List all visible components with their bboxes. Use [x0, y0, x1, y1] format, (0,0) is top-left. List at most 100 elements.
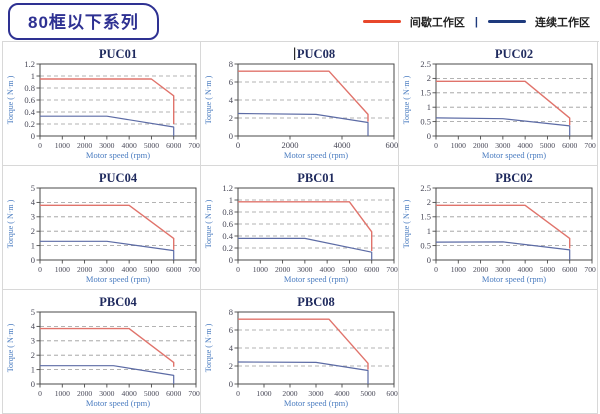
chart-puc01: PUC01 0 0.2 0.4 0.6 0.8 1 1.2 0 1000 2000 3000 4000 5…: [6, 47, 200, 160]
x-tick-label: 0: [235, 140, 239, 150]
x-tick-label: 5000: [540, 141, 555, 150]
x-tick-label: 3000: [99, 141, 114, 150]
intermittent-zone-curve: [436, 204, 571, 248]
x-tick-label: 1000: [54, 265, 69, 274]
x-tick-label: 0: [236, 265, 240, 274]
chart-cell-pbc01: PBC01 0 0.2 0.4 0.6 0.8 1 1.2 0 1000 2000 3000 4000 5…: [201, 166, 399, 290]
x-tick-label: 4000: [518, 265, 533, 274]
x-axis-label: Motor speed (rpm): [482, 150, 546, 160]
x-tick-label: 6000: [364, 265, 379, 274]
x-axis-label: Motor speed (rpm): [482, 274, 546, 284]
continuous-zone-curve: [435, 116, 571, 136]
continuous-zone-curve: [237, 360, 369, 384]
y-tick-label: 1.2: [24, 58, 35, 68]
x-tick-label: 0: [38, 141, 42, 150]
chart-pbc04: PBC04 0 1 2 3 4 5 0 1000 2000 3000 4000 5000 6000 7000…: [6, 295, 200, 408]
x-tick-label: 3000: [99, 265, 114, 274]
chart-cell-pbc04: PBC04 0 1 2 3 4 5 0 1000 2000 3000 4000 5000 6000 7000…: [3, 290, 201, 414]
text-cursor-artifact: [293, 47, 295, 60]
y-axis-label: Torque ( N·m ): [204, 199, 213, 248]
x-tick-label: 3000: [99, 389, 114, 398]
x-tick-label: 2000: [76, 389, 91, 398]
y-tick-label: 1: [30, 70, 34, 80]
continuous-zone-curve: [39, 115, 174, 136]
chart-cell-pbc02: PBC02 0 0.5 1 1.5 2 2.5 0 1000 2000 3000 4000 5000 60…: [399, 166, 598, 290]
x-axis-label: Motor speed (rpm): [85, 274, 149, 284]
x-tick-label: 2000: [274, 265, 289, 274]
x-tick-label: 0: [38, 265, 42, 274]
plot-area: [39, 311, 196, 384]
x-tick-label: 5000: [360, 389, 375, 398]
y-tick-label: 0.6: [222, 218, 233, 228]
continuous-zone-curve: [237, 237, 372, 260]
y-tick-label: 3: [30, 335, 34, 345]
x-tick-label: 1000: [256, 389, 271, 398]
plot-area: [435, 63, 593, 136]
continuous-zone-curve: [39, 364, 174, 384]
chart-puc02: PUC02 0 0.5 1 1.5 2 2.5 0 1000 2000 3000 4000 5000 60…: [402, 47, 596, 160]
legend-separator: |: [474, 15, 478, 28]
x-tick-label: 3000: [495, 265, 510, 274]
y-tick-label: 3: [30, 211, 34, 221]
y-tick-label: 0.4: [222, 230, 233, 240]
plot-area: [435, 187, 593, 260]
y-axis-label: Torque ( N·m ): [402, 75, 411, 124]
x-tick-label: 0: [434, 141, 438, 150]
y-tick-label: 2: [30, 350, 34, 360]
y-tick-label: 2.5: [420, 58, 431, 68]
x-tick-label: 2000: [473, 141, 488, 150]
chart-cell-pbc08: PBC08 0 2 4 6 8 0 1000 2000 3000 4000 5000 6000 Motor…: [201, 290, 399, 414]
x-tick-label: 6000: [166, 389, 181, 398]
y-tick-label: 0.2: [24, 118, 35, 128]
continuous-zone-line-swatch: [488, 20, 526, 23]
x-tick-label: 0: [236, 389, 240, 398]
intermittent-zone-curve: [436, 80, 571, 125]
x-axis-label: Motor speed (rpm): [85, 150, 149, 160]
x-tick-label: 3000: [495, 141, 510, 150]
continuous-zone-label: 连续工作区: [535, 16, 590, 29]
y-tick-label: 1.2: [222, 182, 233, 192]
y-tick-label: 2: [228, 360, 232, 370]
x-tick-label: 5000: [143, 141, 158, 150]
x-tick-label: 4000: [319, 265, 334, 274]
series-title-badge: 80框以下系列: [8, 3, 159, 40]
chart-title: PBC04: [99, 295, 137, 309]
x-tick-label: 1000: [252, 265, 267, 274]
x-tick-label: 7000: [584, 141, 596, 150]
y-tick-label: 0: [228, 130, 232, 140]
x-tick-label: 2000: [76, 141, 91, 150]
y-tick-label: 0: [228, 378, 232, 388]
y-tick-label: 8: [228, 306, 232, 316]
y-tick-label: 1: [30, 240, 34, 250]
x-tick-label: 1000: [54, 389, 69, 398]
y-tick-label: 0: [427, 254, 431, 264]
x-tick-label: 3000: [297, 265, 312, 274]
chart-title: PBC01: [297, 171, 335, 185]
x-tick-label: 0: [434, 265, 438, 274]
x-tick-label: 4000: [334, 389, 349, 398]
chart-title: PUC08: [296, 47, 334, 61]
x-tick-label: 7000: [188, 265, 200, 274]
intermittent-zone-line-swatch: [362, 20, 401, 23]
chart-puc08: PUC08 0 2 4 6 8 0 2000 4000 6000 Motor speed (rpm)…: [204, 47, 398, 160]
y-tick-label: 6: [228, 76, 232, 86]
y-axis-label: Torque ( N·m ): [402, 199, 411, 248]
y-tick-label: 5: [30, 182, 34, 192]
x-tick-label: 2000: [76, 265, 91, 274]
y-tick-label: 0.8: [24, 82, 35, 92]
y-tick-label: 1: [30, 364, 34, 374]
x-tick-label: 0: [38, 389, 42, 398]
y-tick-label: 0.8: [222, 206, 233, 216]
chart-title: PUC04: [98, 171, 137, 185]
chart-title: PUC01: [98, 47, 136, 61]
plot-area: [39, 187, 196, 260]
x-tick-label: 6000: [166, 141, 181, 150]
x-tick-label: 3000: [308, 389, 323, 398]
y-tick-label: 1.5: [420, 211, 431, 221]
y-tick-label: 4: [30, 197, 35, 207]
chart-title: PBC08: [297, 295, 335, 309]
chart-cell-puc08: PUC08 0 2 4 6 8 0 2000 4000 6000 Motor speed (rpm)…: [201, 42, 399, 166]
y-tick-label: 1.5: [420, 87, 431, 97]
charts-grid: PUC01 0 0.2 0.4 0.6 0.8 1 1.2 0 1000 2000 3000 4000 5…: [2, 41, 599, 414]
